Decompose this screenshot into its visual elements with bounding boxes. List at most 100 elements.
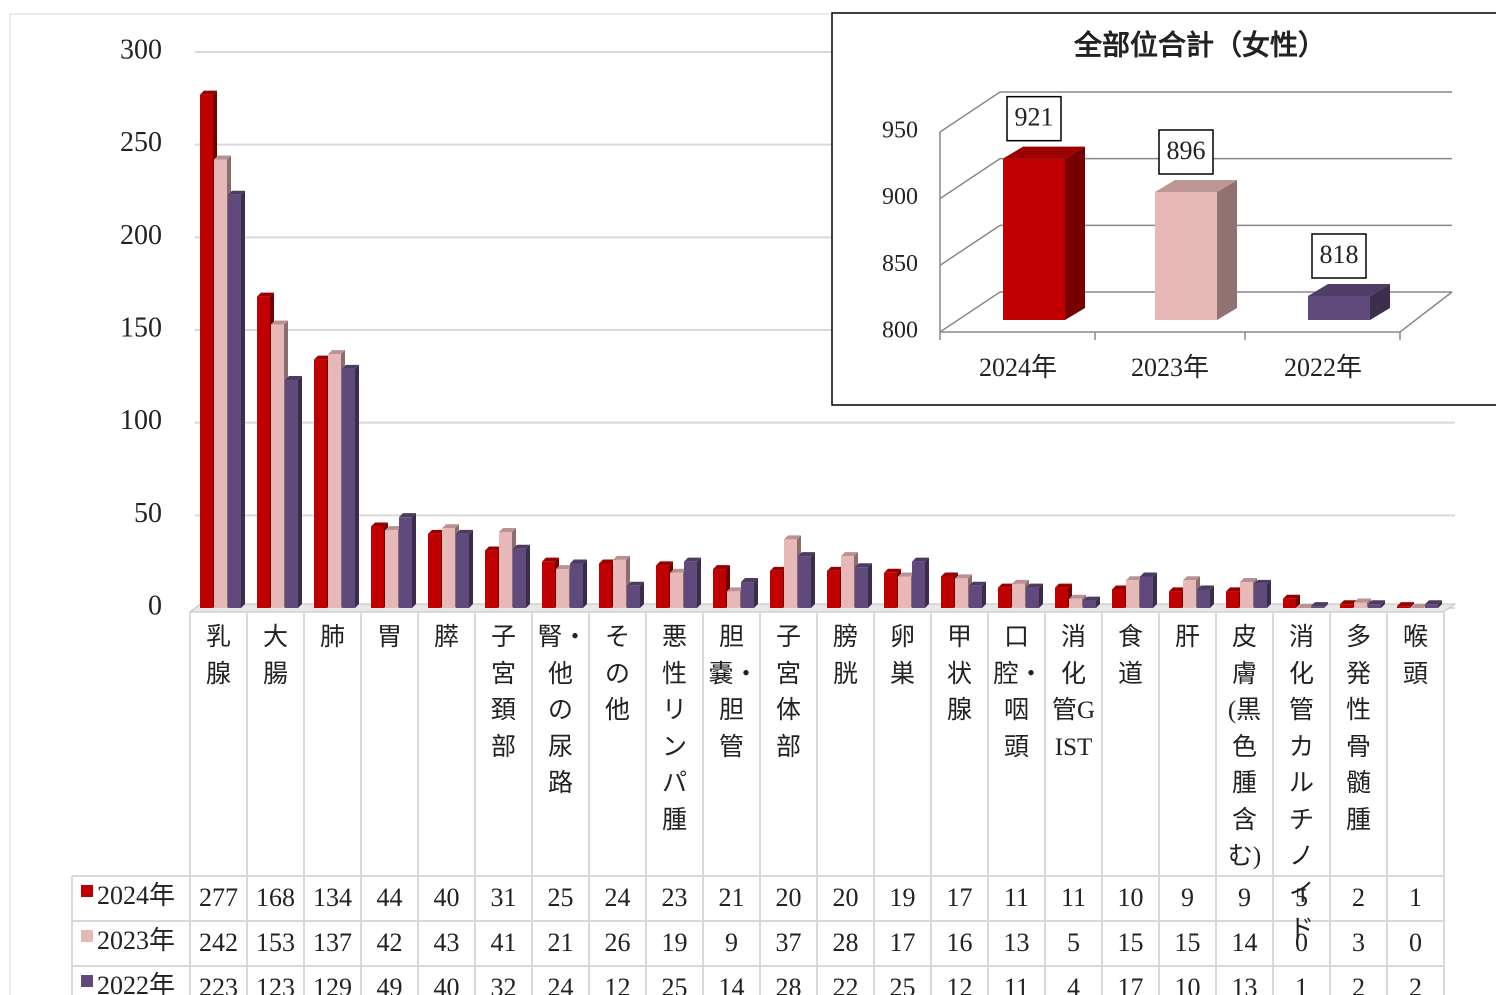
bar-face: [1169, 591, 1182, 608]
bar-face: [811, 552, 815, 608]
table-value: 42: [377, 928, 403, 957]
table-value: 19: [662, 928, 688, 957]
bar-face: [982, 581, 986, 608]
y-tick-label: 100: [120, 405, 162, 436]
table-value: 137: [313, 928, 352, 957]
table-value: 40: [434, 883, 460, 912]
table-value: 25: [662, 973, 688, 995]
bar: [1425, 600, 1442, 608]
table-value: 5: [1295, 883, 1308, 912]
bar: [1083, 596, 1100, 608]
bar-face: [884, 572, 897, 608]
bar-face: [556, 565, 573, 570]
bar-face: [371, 526, 384, 608]
table-value: 25: [548, 883, 574, 912]
data-label: 818: [1320, 240, 1359, 269]
bar-face: [271, 324, 284, 608]
table-value: 37: [776, 928, 802, 957]
y-tick-label: 300: [120, 34, 162, 65]
bar-face: [1381, 600, 1385, 608]
bar: [1197, 585, 1214, 608]
table-value: 10: [1175, 973, 1201, 995]
bar-face: [713, 569, 726, 608]
data-label: 896: [1167, 136, 1206, 165]
bar-face: [969, 585, 982, 608]
bar-face: [1155, 180, 1237, 192]
bar-face: [1397, 606, 1410, 608]
table-value: 153: [256, 928, 295, 957]
bar-face: [314, 359, 327, 608]
bar-face: [342, 364, 359, 369]
bar: [855, 563, 872, 608]
table-value: 9: [1238, 883, 1251, 912]
bar-face: [241, 190, 245, 608]
table-value: 24: [605, 883, 631, 912]
table-value: 12: [947, 973, 973, 995]
bar-face: [526, 544, 530, 608]
bar-face: [1297, 604, 1314, 608]
bar-face: [214, 155, 231, 160]
bar-face: [1169, 587, 1186, 592]
table-value: 129: [313, 973, 352, 995]
bar-face: [969, 581, 986, 586]
bar-face: [798, 552, 815, 557]
data-label-box: [1311, 233, 1367, 279]
bar-face: [713, 565, 730, 570]
table-value: 43: [434, 928, 460, 957]
bar-face: [1026, 583, 1043, 588]
bar-face: [1083, 596, 1100, 601]
table-value: 0: [1295, 928, 1308, 957]
table-value: 17: [890, 928, 916, 957]
bar-face: [784, 539, 797, 608]
x-tick-label: 甲状腺: [946, 624, 972, 724]
bar-face: [827, 566, 844, 571]
bar-face: [428, 533, 441, 608]
bar-face: [884, 568, 901, 573]
bar-face: [1112, 589, 1125, 608]
table-value: 1: [1295, 973, 1308, 995]
bar-face: [342, 368, 355, 608]
table-value: 41: [491, 928, 517, 957]
x-tick-label: 乳腺: [205, 624, 231, 688]
legend-label: 2022年: [97, 971, 175, 995]
bar-face: [925, 557, 929, 608]
legend-key: [81, 975, 93, 987]
grid-line: [939, 91, 1001, 133]
x-tick-label: 食道: [1117, 624, 1143, 688]
bar-face: [1026, 587, 1039, 608]
bar-face: [1140, 576, 1153, 608]
bar-face: [941, 576, 954, 608]
bar-face: [656, 565, 669, 608]
bar-face: [1226, 591, 1239, 608]
bar: [1155, 180, 1237, 320]
bar-face: [912, 557, 929, 562]
y-tick-label: 950: [882, 118, 918, 144]
bar-face: [570, 559, 587, 564]
table-value: 49: [377, 973, 403, 995]
bar-face: [1340, 600, 1357, 605]
bar: [1311, 602, 1328, 608]
bar-face: [1283, 594, 1300, 599]
bar-face: [912, 561, 925, 608]
bar-face: [770, 566, 787, 571]
bar: [1254, 579, 1271, 608]
bar-face: [499, 528, 516, 533]
bar-face: [1183, 576, 1200, 581]
bar-face: [513, 548, 526, 608]
table-value: 25: [890, 973, 916, 995]
bar-face: [499, 532, 512, 608]
bar-face: [868, 563, 872, 608]
table-value: 17: [1118, 973, 1144, 995]
x-tick-label: 喉頭: [1402, 624, 1428, 688]
bar-face: [1226, 587, 1243, 592]
bar: [456, 529, 473, 608]
table-value: 11: [1061, 883, 1086, 912]
table-value: 11: [1004, 973, 1029, 995]
bar-face: [1197, 589, 1210, 608]
bar-face: [697, 557, 701, 608]
table-value: 13: [1004, 928, 1030, 957]
x-tick-label: 胃: [376, 624, 402, 651]
table-value: 22: [833, 973, 859, 995]
bar-face: [1425, 604, 1438, 608]
bar-face: [827, 570, 840, 608]
